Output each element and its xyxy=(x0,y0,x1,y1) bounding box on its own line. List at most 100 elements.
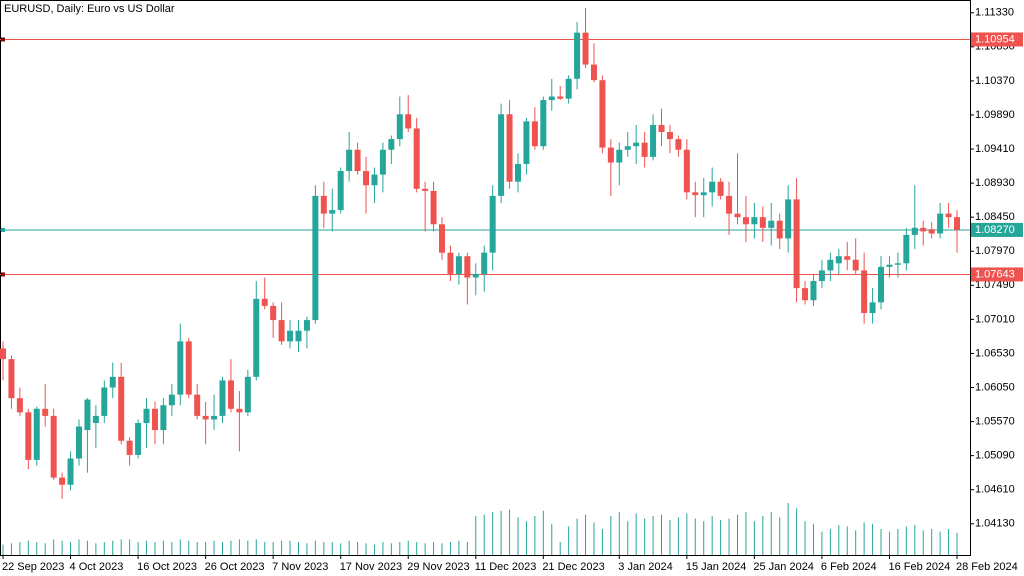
candle-body xyxy=(802,288,809,301)
candle-body xyxy=(920,227,927,232)
candle-body xyxy=(751,217,758,225)
x-tick-label: 3 Jan 2024 xyxy=(618,561,672,573)
y-tick-label: 1.04130 xyxy=(975,518,1015,530)
candle-body xyxy=(33,408,40,460)
candle-body xyxy=(227,380,234,409)
y-tick-label: 1.07490 xyxy=(975,279,1015,291)
candle-body xyxy=(25,412,32,460)
candle-body xyxy=(481,252,488,274)
y-tick-label: 1.05090 xyxy=(975,450,1015,462)
candle-body xyxy=(717,181,724,196)
candle-body xyxy=(650,124,657,157)
x-tick-label: 25 Jan 2024 xyxy=(753,561,814,573)
candle-body xyxy=(548,96,555,101)
candle-body xyxy=(109,376,116,388)
x-tick-label: 17 Nov 2023 xyxy=(340,561,402,573)
y-tick-label: 1.05570 xyxy=(975,415,1015,427)
candle-body xyxy=(447,252,454,274)
candle-body xyxy=(219,380,226,416)
candle-body xyxy=(261,298,268,306)
y-tick-label: 1.08450 xyxy=(975,211,1015,223)
y-tick-label: 1.10370 xyxy=(975,75,1015,87)
candle-body xyxy=(151,408,158,431)
candle-body xyxy=(455,256,462,274)
candle-body xyxy=(726,195,733,214)
chart-title: EURUSD, Daily: Euro vs US Dollar xyxy=(4,3,175,15)
candle-body xyxy=(253,298,260,377)
candle-body xyxy=(506,114,513,182)
candle-body xyxy=(540,100,547,147)
candle-body xyxy=(143,408,150,423)
candle-body xyxy=(160,405,167,431)
candle-body xyxy=(709,181,716,193)
candle-body xyxy=(616,149,623,163)
candle-body xyxy=(354,149,361,172)
candle-body xyxy=(523,121,530,164)
candle-body xyxy=(211,415,218,420)
candle-body xyxy=(641,142,648,157)
candle-body xyxy=(852,259,859,271)
candle-body xyxy=(894,263,901,265)
candle-body xyxy=(759,217,766,228)
price-line-marker xyxy=(1,227,5,232)
candle-body xyxy=(396,114,403,140)
candle-body xyxy=(599,80,606,148)
x-tick-label: 26 Oct 2023 xyxy=(205,561,265,573)
x-tick-label: 6 Feb 2024 xyxy=(821,561,877,573)
y-tick-label: 1.07010 xyxy=(975,313,1015,325)
candle-body xyxy=(886,264,893,267)
candle-body xyxy=(16,398,23,413)
candle-body xyxy=(329,210,336,214)
y-tick-label: 1.06530 xyxy=(975,347,1015,359)
candle-body xyxy=(793,199,800,289)
candle-body xyxy=(430,190,437,225)
candle-body xyxy=(472,273,479,278)
candle-body xyxy=(937,213,944,234)
candle-body xyxy=(666,132,673,140)
candle-body xyxy=(742,217,749,225)
price-label: 1.08270 xyxy=(975,224,1015,236)
candle-body xyxy=(582,32,589,65)
candle-body xyxy=(135,422,142,455)
candle-body xyxy=(0,348,6,360)
candle-body xyxy=(75,426,82,459)
candle-body xyxy=(59,477,66,485)
candle-body xyxy=(371,174,378,186)
candle-body xyxy=(295,330,302,342)
candle-body xyxy=(818,270,825,282)
x-tick-label: 21 Dec 2023 xyxy=(542,561,604,573)
candle-body xyxy=(692,192,699,196)
candle-body xyxy=(439,224,446,253)
candle-body xyxy=(675,139,682,150)
x-tick-label: 7 Nov 2023 xyxy=(272,561,328,573)
candle-body xyxy=(574,32,581,79)
candle-body xyxy=(168,394,175,406)
candle-body xyxy=(565,78,572,99)
candle-body xyxy=(278,320,285,342)
candle-body xyxy=(42,408,49,416)
candle-body xyxy=(700,192,707,196)
x-tick-label: 16 Oct 2023 xyxy=(137,561,197,573)
candle-body xyxy=(928,229,935,234)
price-line-marker xyxy=(1,272,5,277)
candle-body xyxy=(810,281,817,301)
price-line-marker xyxy=(1,37,5,42)
candle-body xyxy=(734,213,741,218)
y-tick-label: 1.09890 xyxy=(975,109,1015,121)
candle-body xyxy=(287,330,294,342)
candle-body xyxy=(489,195,496,253)
candle-body xyxy=(557,96,564,99)
candle-body xyxy=(776,220,783,239)
candle-body xyxy=(337,171,344,211)
candle-body xyxy=(590,64,597,81)
candle-body xyxy=(194,394,201,416)
candle-body xyxy=(683,149,690,193)
price-label-box xyxy=(971,267,1023,282)
candle-body xyxy=(405,114,412,129)
candle-body xyxy=(861,270,868,313)
candle-body xyxy=(607,147,614,163)
candle-body xyxy=(126,440,133,455)
candle-body xyxy=(911,227,918,235)
candle-body xyxy=(903,234,910,264)
candle-body xyxy=(945,213,952,218)
